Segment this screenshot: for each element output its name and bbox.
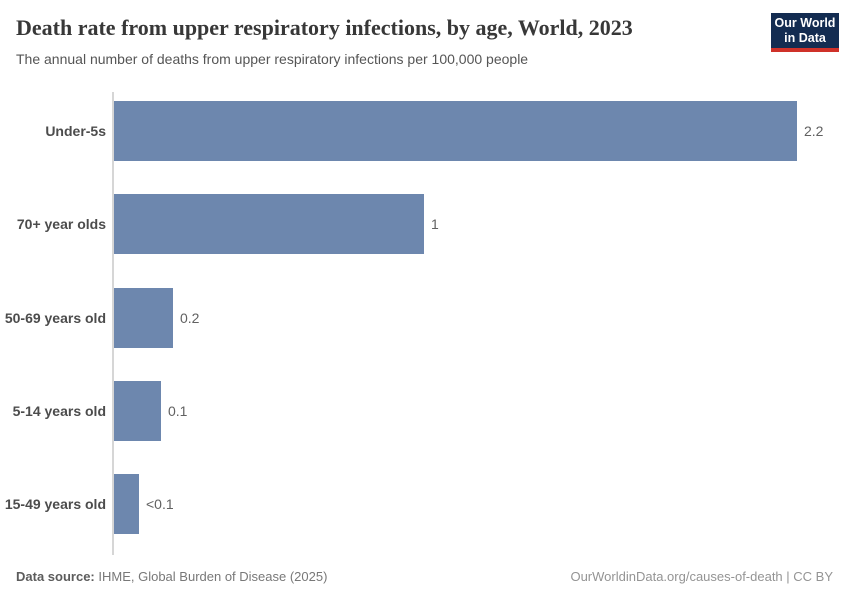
- owid-logo[interactable]: Our World in Data: [771, 13, 839, 52]
- category-label: 5-14 years old: [12, 402, 106, 419]
- value-label: <0.1: [146, 496, 174, 512]
- bar[interactable]: [114, 194, 424, 255]
- value-label: 0.2: [180, 309, 200, 326]
- owid-logo-line1: Our World: [774, 15, 836, 30]
- chart-subtitle: The annual number of deaths from upper r…: [16, 51, 529, 67]
- value-label: 2.2: [804, 123, 824, 139]
- y-axis-line: [112, 92, 114, 555]
- owid-logo-line2: in Data: [784, 30, 826, 45]
- category-label: 50-69 years old: [4, 309, 106, 326]
- bar-row: 70+ year olds 1: [0, 194, 850, 255]
- bar-row: 15-49 years old <0.1: [0, 474, 850, 534]
- bar-row: Under-5s 2.2: [0, 101, 850, 161]
- data-source-label: Data source:: [16, 569, 95, 584]
- bar[interactable]: [114, 287, 173, 348]
- bar[interactable]: [114, 101, 797, 161]
- value-label: 1: [431, 216, 439, 233]
- bar-row: 50-69 years old 0.2: [0, 287, 850, 348]
- data-source: Data source: IHME, Global Burden of Dise…: [16, 569, 327, 584]
- category-label: 70+ year olds: [16, 216, 106, 233]
- bar[interactable]: [114, 380, 161, 441]
- bar[interactable]: [114, 474, 139, 534]
- data-source-text: IHME, Global Burden of Disease (2025): [98, 569, 328, 584]
- owid-logo-accent-strip: [771, 48, 839, 52]
- value-label: 0.1: [168, 402, 188, 419]
- owid-logo-text: Our World in Data: [771, 13, 839, 48]
- category-label: 15-49 years old: [4, 496, 106, 512]
- category-label: Under-5s: [45, 123, 106, 139]
- credit-link[interactable]: OurWorldinData.org/causes-of-death | CC …: [570, 569, 833, 584]
- bar-row: 5-14 years old 0.1: [0, 380, 850, 441]
- page-title: Death rate from upper respiratory infect…: [16, 15, 633, 40]
